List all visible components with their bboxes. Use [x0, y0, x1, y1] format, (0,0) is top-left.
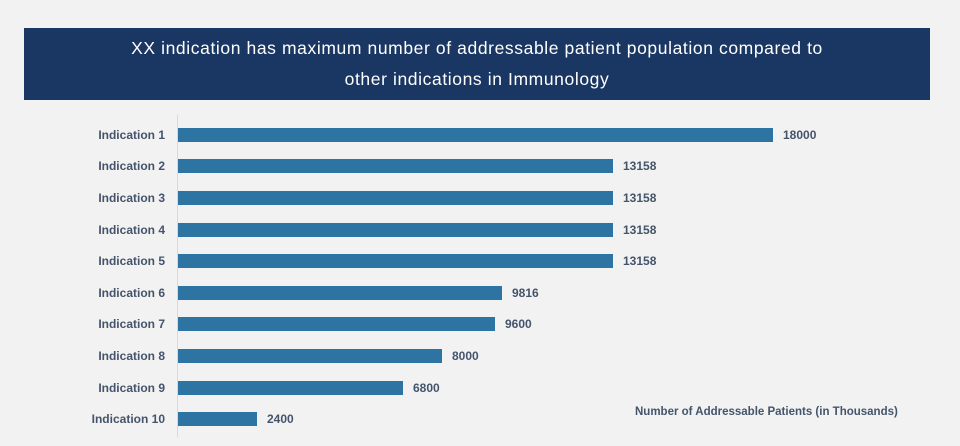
bar	[178, 348, 442, 363]
bar-value-label: 18000	[783, 127, 817, 142]
bar-value-label: 9816	[512, 285, 539, 300]
category-label: Indication 9	[98, 380, 165, 395]
category-label: Indication 4	[98, 222, 165, 237]
category-label: Indication 10	[91, 412, 165, 427]
bar-row: Indication 1 18000	[60, 119, 930, 151]
bar	[178, 285, 502, 300]
bar-value-label: 13158	[623, 222, 657, 237]
bar	[178, 222, 613, 237]
bar-row: Indication 3 13158	[60, 182, 930, 214]
bar	[178, 412, 257, 427]
bar	[178, 317, 495, 332]
slide-title-line2: other indications in Immunology	[344, 69, 610, 89]
bar-row: Indication 9 6800	[60, 372, 930, 404]
category-label: Indication 1	[98, 127, 165, 142]
category-label: Indication 8	[98, 348, 165, 363]
bar-row: Indication 2 13158	[60, 151, 930, 183]
y-axis-line	[177, 115, 178, 437]
slide-title-banner: XX indication has maximum number of addr…	[24, 28, 930, 100]
bar-rows: Indication 1 18000 Indication 2 13158 In…	[60, 119, 930, 435]
category-label: Indication 6	[98, 285, 165, 300]
slide-title-line1: XX indication has maximum number of addr…	[131, 38, 823, 58]
category-label: Indication 3	[98, 190, 165, 205]
bar	[178, 159, 613, 174]
bar-value-label: 6800	[413, 380, 440, 395]
category-label: Indication 2	[98, 159, 165, 174]
bar	[178, 127, 773, 142]
bar-chart: Indication 1 18000 Indication 2 13158 In…	[60, 115, 930, 437]
category-label: Indication 5	[98, 254, 165, 269]
category-label: Indication 7	[98, 317, 165, 332]
bar-value-label: 2400	[267, 412, 294, 427]
bar-row: Indication 6 9816	[60, 277, 930, 309]
bar-value-label: 8000	[452, 348, 479, 363]
bar-row: Indication 4 13158	[60, 214, 930, 246]
bar-value-label: 13158	[623, 190, 657, 205]
bar-value-label: 9600	[505, 317, 532, 332]
bar	[178, 380, 403, 395]
bar-row: Indication 5 13158	[60, 245, 930, 277]
bar	[178, 254, 613, 269]
bar	[178, 190, 613, 205]
bar-value-label: 13158	[623, 254, 657, 269]
bar-row: Indication 7 9600	[60, 309, 930, 341]
x-axis-label: Number of Addressable Patients (in Thous…	[635, 406, 898, 418]
bar-row: Indication 10 2400	[60, 403, 930, 435]
bar-row: Indication 8 8000	[60, 340, 930, 372]
bar-value-label: 13158	[623, 159, 657, 174]
